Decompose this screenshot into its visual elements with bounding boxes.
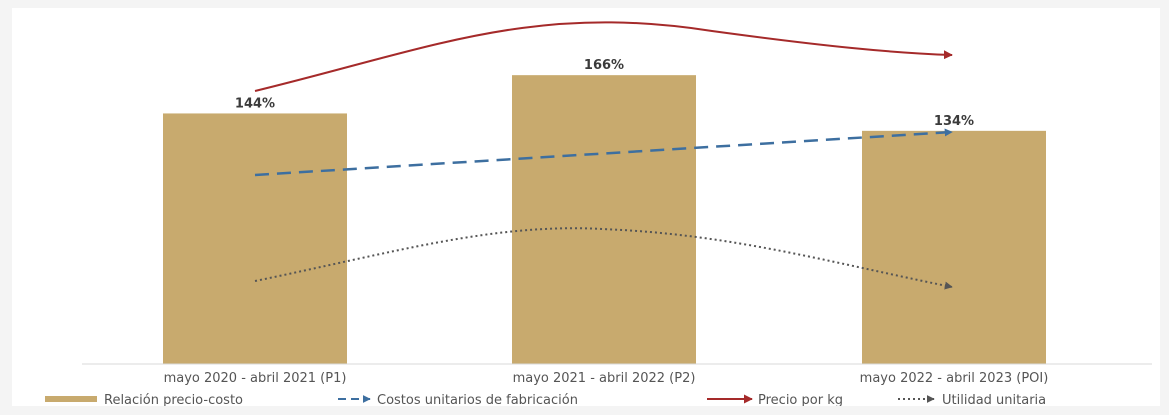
bar-2 — [512, 75, 696, 364]
x-tick-label-2: mayo 2021 - abril 2022 (P2) — [513, 371, 696, 386]
legend-label-utilidad: Utilidad unitaria — [942, 393, 1046, 406]
legend-label-precio: Precio por kg — [758, 393, 843, 406]
legend-item-utilidad: Utilidad unitaria — [898, 393, 1046, 406]
legend-item-relacion: Relación precio-costo — [45, 393, 243, 406]
bar-value-label-3: 134% — [934, 114, 974, 129]
x-tick-label-1: mayo 2020 - abril 2021 (P1) — [164, 371, 347, 386]
legend-item-costos: Costos unitarios de fabricación — [338, 393, 578, 406]
legend-label-costos: Costos unitarios de fabricación — [377, 393, 578, 406]
legend: Relación precio-costo Costos unitarios d… — [45, 393, 1046, 406]
utilidad-unitaria-trend-arrow — [254, 227, 953, 290]
legend-item-precio: Precio por kg — [707, 393, 843, 406]
bar-3 — [862, 130, 1046, 364]
bars-layer — [163, 75, 1046, 364]
legend-label-relacion: Relación precio-costo — [104, 393, 243, 406]
legend-swatch-bar — [45, 396, 97, 402]
x-tick-labels: mayo 2020 - abril 2021 (P1) mayo 2021 - a… — [164, 371, 1049, 386]
precio-por-kg-trend-arrow — [254, 21, 953, 92]
bar-chart: 144% 166% 134% mayo 2020 - abril 2021 (P1)… — [45, 21, 1152, 406]
bar-labels-layer: 144% 166% 134% — [235, 58, 974, 129]
bar-value-label-2: 166% — [584, 58, 624, 73]
chart-panel: 144% 166% 134% mayo 2020 - abril 2021 (P1)… — [12, 8, 1160, 406]
bar-value-label-1: 144% — [235, 96, 275, 111]
x-tick-label-3: mayo 2022 - abril 2023 (POI) — [860, 371, 1049, 386]
bar-1 — [163, 113, 347, 364]
costos-unitarios-trend-arrow — [254, 128, 953, 177]
